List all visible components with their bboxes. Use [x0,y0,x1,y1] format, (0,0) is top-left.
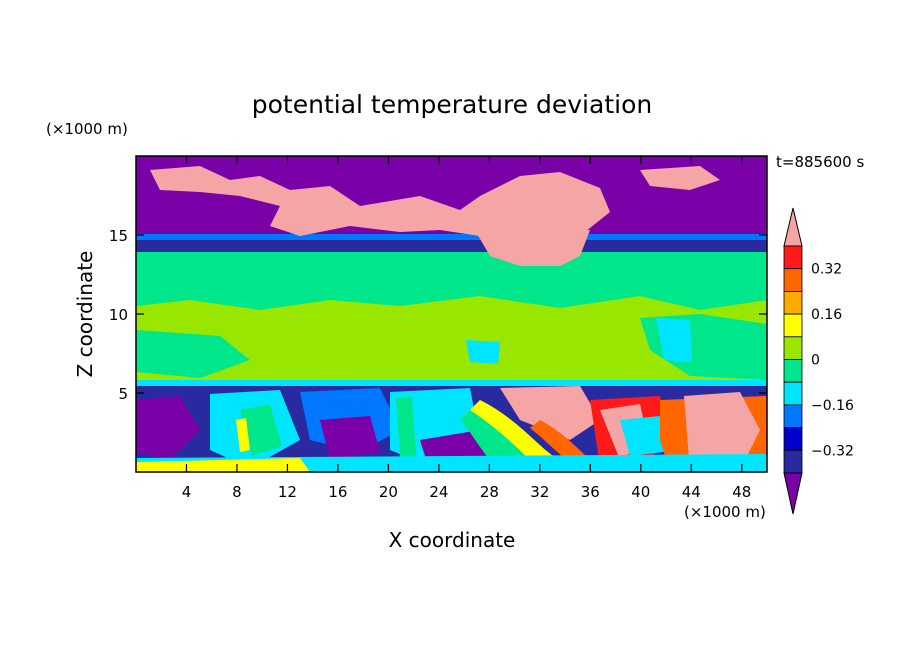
colorbar-segment [783,313,803,338]
x-tick-label: 20 [379,483,398,501]
x-tick-label: 16 [328,483,347,501]
colorbar-bottom-arrow [783,472,803,515]
boundary-bottom-yellow [136,458,310,472]
mid-layer-cyan-patch-2 [466,340,500,364]
y-tick-label: 5 [118,385,128,403]
x-ticks: 4 8 12 16 20 24 28 32 36 40 44 48 [182,156,751,501]
time-label: t=885600 s [776,153,864,171]
x-tick-label: 24 [429,483,448,501]
boundary-green-1 [240,404,282,456]
x-tick-label: 4 [182,483,192,501]
mid-layer-cyan-patch [656,318,692,362]
boundary-yellow-swirl [470,400,560,468]
upper-purple-hole [372,174,430,192]
x-tick-label: 28 [480,483,499,501]
mid-layer-cool-patch-2 [136,330,250,378]
boundary-purple-2 [320,416,380,460]
boundary-cyan-4 [620,416,664,456]
y-unit-label: (×1000 m) [46,120,128,138]
chart-title: potential temperature deviation [252,90,652,119]
colorbar: 0.32 0.16 0 −0.16 −0.32 [783,207,854,515]
x-unit-label: (×1000 m) [684,503,766,521]
colorbar-label: 0.32 [811,262,842,278]
colorbar-segment [783,336,803,360]
boundary-pink-3 [684,392,760,472]
inversion-band [136,240,767,254]
x-tick-label: 48 [732,483,751,501]
boundary-purple-1 [136,396,200,460]
colorbar-label: 0 [811,353,820,369]
colorbar-segment [783,449,803,474]
upper-pink-cloud-2 [476,230,590,266]
colorbar-segment [783,268,803,292]
mid-layer-cool-patch [136,262,767,310]
x-tick-label: 36 [581,483,600,501]
colorbar-label: −0.32 [811,443,854,459]
y-ticks: 5 10 15 [109,227,767,403]
x-tick-label: 44 [682,483,701,501]
y-tick-label: 10 [109,306,128,324]
colorbar-segment [783,359,803,383]
y-axis-label: Z coordinate [73,251,97,378]
upper-purple-hole-2 [440,178,478,198]
colorbar-segment [783,427,803,451]
colorbar-label: 0.16 [811,307,842,323]
x-tick-label: 40 [631,483,650,501]
y-tick-label: 15 [109,227,128,245]
inversion-band-upper [136,234,767,244]
upper-pink-cloud-1 [150,166,610,240]
x-axis-label: X coordinate [389,528,516,552]
upper-pink-cloud-3 [640,166,720,190]
boundary-green-2 [396,396,416,458]
x-tick-label: 8 [232,483,242,501]
colorbar-top-arrow [783,207,803,247]
boundary-pink-1 [500,386,600,440]
colorbar-label: −0.16 [811,398,854,414]
colorbar-segment [783,245,803,270]
colorbar-segment [783,404,803,428]
x-tick-label: 32 [530,483,549,501]
plot-area [136,156,767,472]
colorbar-segment [783,381,803,406]
colorbar-segment [783,290,803,315]
x-tick-label: 12 [278,483,297,501]
boundary-top [136,380,767,388]
boundary-yellow-1 [236,418,250,452]
